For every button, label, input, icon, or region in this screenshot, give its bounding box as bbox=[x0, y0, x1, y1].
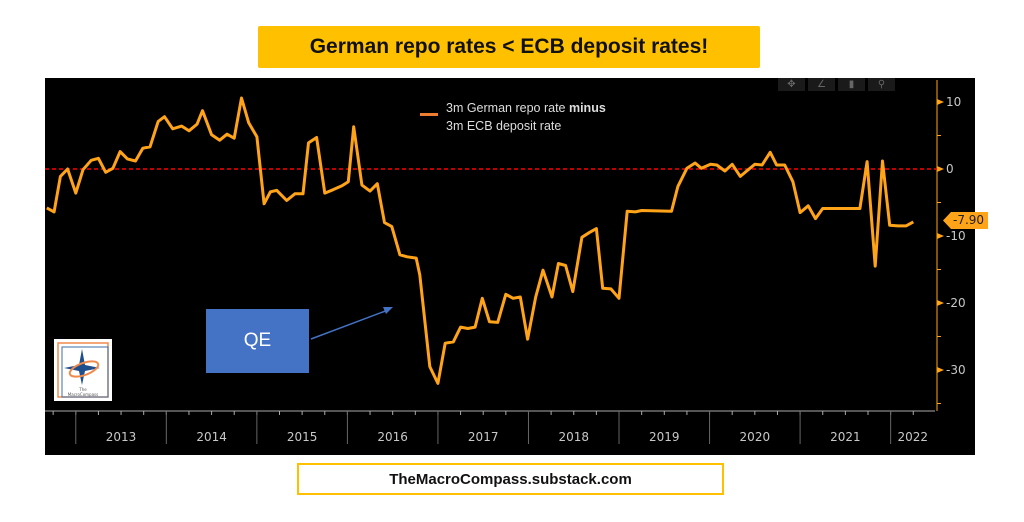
x-tick-label: 2017 bbox=[468, 430, 499, 444]
svg-text:The: The bbox=[78, 387, 87, 392]
x-tick-label: 2018 bbox=[558, 430, 589, 444]
y-tick-marker bbox=[937, 166, 944, 172]
qe-arrow bbox=[310, 309, 389, 340]
qe-annotation: QE bbox=[206, 309, 309, 373]
x-tick-label: 2014 bbox=[196, 430, 227, 444]
save-icon[interactable]: ▮ bbox=[838, 78, 865, 91]
series-line bbox=[46, 96, 915, 385]
chart-area bbox=[45, 78, 975, 455]
legend-line2: 3m ECB deposit rate bbox=[446, 119, 562, 133]
last-value-badge: -7.90 bbox=[943, 212, 989, 229]
legend-bold: minus bbox=[568, 101, 606, 115]
x-tick-label: 2020 bbox=[740, 430, 771, 444]
x-tick-label: 2016 bbox=[377, 430, 408, 444]
x-tick-label: 2013 bbox=[106, 430, 137, 444]
zoom-icon[interactable]: ⚲ bbox=[868, 78, 895, 91]
y-tick-label: 10 bbox=[946, 95, 961, 109]
chart-title-banner: German repo rates < ECB deposit rates! bbox=[258, 26, 760, 68]
y-tick-label: -20 bbox=[946, 296, 966, 310]
legend-line1: 3m German repo rate bbox=[446, 101, 569, 115]
y-tick-marker bbox=[937, 233, 944, 239]
chart-toolbar: ✥ ∠ ▮ ⚲ bbox=[778, 78, 895, 91]
y-tick-label: -30 bbox=[946, 363, 966, 377]
svg-text:MacroCompass: MacroCompass bbox=[68, 392, 98, 397]
x-tick-label: 2019 bbox=[649, 430, 680, 444]
x-tick-label: 2022 bbox=[898, 430, 929, 444]
macro-compass-logo: The MacroCompass bbox=[54, 339, 112, 401]
qe-arrowhead bbox=[383, 307, 393, 314]
legend-swatch bbox=[420, 113, 438, 116]
y-tick-marker bbox=[937, 99, 944, 105]
x-tick-label: 2015 bbox=[287, 430, 318, 444]
y-tick-label: 0 bbox=[946, 162, 954, 176]
y-tick-label: -10 bbox=[946, 229, 966, 243]
footer-link[interactable]: TheMacroCompass.substack.com bbox=[297, 463, 724, 495]
move-icon[interactable]: ✥ bbox=[778, 78, 805, 91]
y-tick-marker bbox=[937, 300, 944, 306]
x-tick-label: 2021 bbox=[830, 430, 861, 444]
draw-icon[interactable]: ∠ bbox=[808, 78, 835, 91]
y-tick-marker bbox=[937, 367, 944, 373]
legend: 3m German repo rate minus 3m ECB deposit… bbox=[420, 99, 606, 135]
